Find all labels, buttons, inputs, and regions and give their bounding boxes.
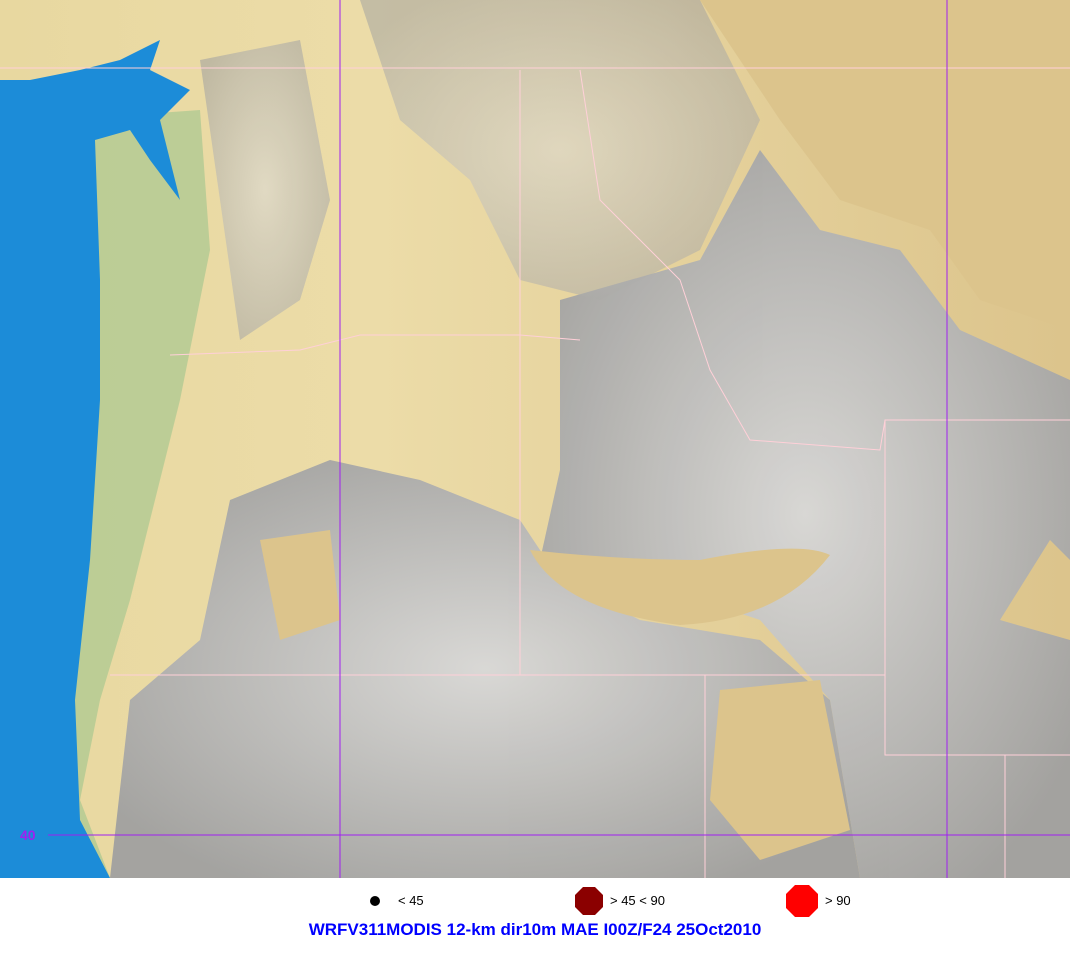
lat-lon-grid xyxy=(48,0,1070,878)
small-dot-icon xyxy=(370,896,380,906)
map-title: WRFV311MODIS 12-km dir10m MAE I00Z/F24 2… xyxy=(308,920,762,939)
latitude-label: 40 xyxy=(20,827,36,843)
pacific-ocean xyxy=(0,0,190,878)
state-borders xyxy=(0,67,1070,878)
terrain-map xyxy=(0,0,1070,878)
octagon-icon xyxy=(786,885,818,917)
legend-label: > 90 xyxy=(825,893,851,908)
octagon-icon xyxy=(575,887,603,915)
legend-label: < 45 xyxy=(398,893,424,908)
lowland-plains xyxy=(260,0,1070,860)
coastal-forest xyxy=(60,110,210,878)
legend-label: > 45 < 90 xyxy=(610,893,665,908)
